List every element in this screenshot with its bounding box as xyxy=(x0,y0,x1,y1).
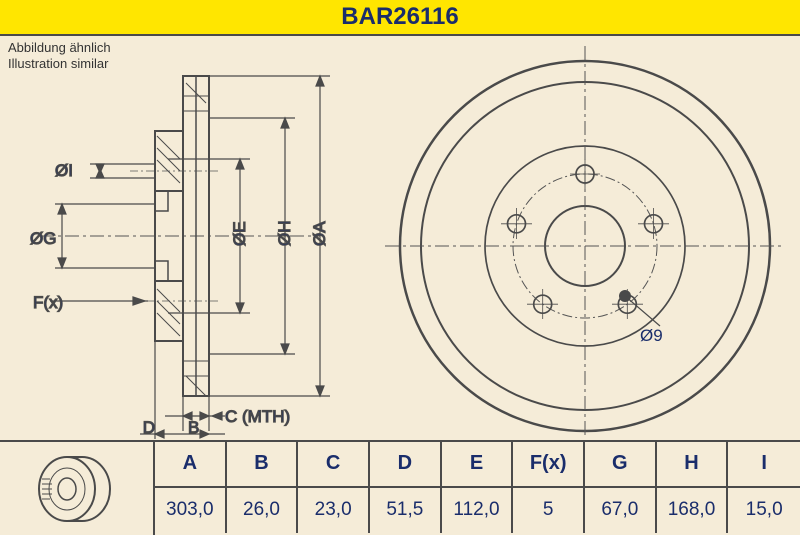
thumbnail-cell xyxy=(0,442,155,535)
col-value: 67,0 xyxy=(585,488,657,534)
col-value: 168,0 xyxy=(657,488,729,534)
label-diaE: ØE xyxy=(230,221,249,246)
technical-drawing: Ø9 xyxy=(0,36,800,440)
dimension-table: A B C D E F(x) G H I 303,0 26,0 23,0 51,… xyxy=(0,440,800,533)
data-grid: A B C D E F(x) G H I 303,0 26,0 23,0 51,… xyxy=(155,442,800,533)
col-header: A xyxy=(155,442,227,488)
label-D: D xyxy=(143,418,155,437)
col-header: F(x) xyxy=(513,442,585,488)
col-value: 51,5 xyxy=(370,488,442,534)
front-view: Ø9 xyxy=(385,46,785,436)
label-dia9: Ø9 xyxy=(640,326,663,345)
col-value: 26,0 xyxy=(227,488,299,534)
col-header: H xyxy=(657,442,729,488)
col-header: C xyxy=(298,442,370,488)
label-diaA: ØA xyxy=(310,221,329,246)
col-header: D xyxy=(370,442,442,488)
col-header: I xyxy=(728,442,800,488)
col-value: 303,0 xyxy=(155,488,227,534)
part-number: BAR26116 xyxy=(341,3,458,31)
col-header: E xyxy=(442,442,514,488)
col-value: 23,0 xyxy=(298,488,370,534)
col-value: 5 xyxy=(513,488,585,534)
disc-thumbnail-icon xyxy=(22,454,132,524)
label-C: C (MTH) xyxy=(225,407,290,426)
col-header: G xyxy=(585,442,657,488)
label-diaG: ØG xyxy=(30,229,56,248)
header-bar: BAR26116 xyxy=(0,0,800,36)
label-diaI: ØI xyxy=(55,161,73,180)
label-Fx: F(x) xyxy=(33,293,63,312)
col-header: B xyxy=(227,442,299,488)
col-value: 15,0 xyxy=(728,488,800,534)
label-diaH: ØH xyxy=(275,221,294,247)
col-value: 112,0 xyxy=(442,488,514,534)
